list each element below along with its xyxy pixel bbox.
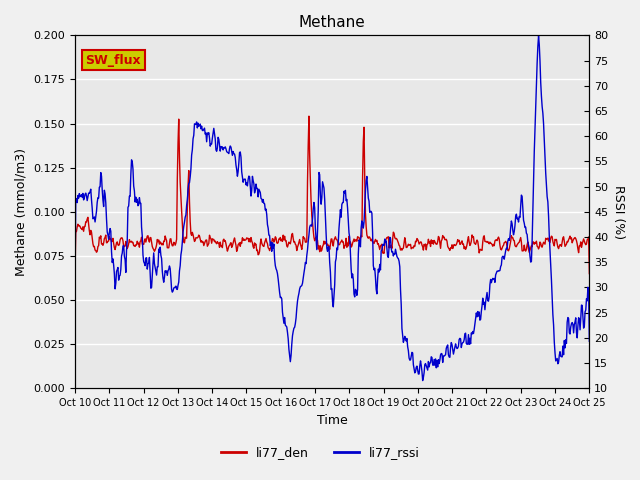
li77_rssi <box>81 195 88 201</box>
li77_den <box>586 271 593 276</box>
Title: Methane: Methane <box>299 15 365 30</box>
Line: li77_den: li77_den <box>75 116 589 274</box>
li77_rssi <box>71 273 79 279</box>
li77_den <box>396 242 403 248</box>
li77_den <box>410 243 418 249</box>
li77_rssi <box>586 338 593 344</box>
li77_rssi <box>213 148 221 154</box>
li77_den <box>81 224 88 229</box>
li77_den <box>71 271 79 276</box>
li77_rssi <box>419 378 426 384</box>
li77_den <box>186 199 193 204</box>
li77_rssi <box>534 33 542 39</box>
Y-axis label: RSSI (%): RSSI (%) <box>612 185 625 239</box>
Line: li77_rssi: li77_rssi <box>75 36 589 381</box>
li77_rssi <box>410 362 417 368</box>
Y-axis label: Methane (mmol/m3): Methane (mmol/m3) <box>15 148 28 276</box>
li77_rssi <box>394 256 402 262</box>
li77_den <box>305 113 313 119</box>
Text: SW_flux: SW_flux <box>85 54 141 67</box>
li77_den <box>213 241 221 247</box>
Legend: li77_den, li77_rssi: li77_den, li77_rssi <box>216 441 424 464</box>
X-axis label: Time: Time <box>317 414 348 427</box>
li77_rssi <box>186 180 193 186</box>
li77_den <box>133 239 141 244</box>
li77_rssi <box>133 196 141 202</box>
